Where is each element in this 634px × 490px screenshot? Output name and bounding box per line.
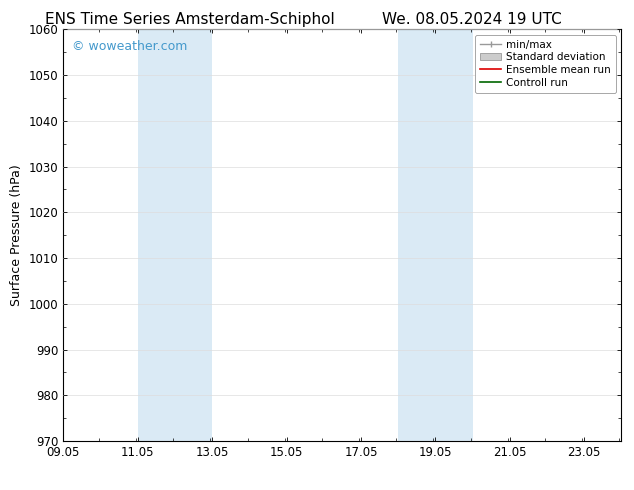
Bar [138,29,212,441]
Text: © woweather.com: © woweather.com [72,40,187,53]
Text: We. 08.05.2024 19 UTC: We. 08.05.2024 19 UTC [382,12,562,27]
Bar [398,29,472,441]
Text: ENS Time Series Amsterdam-Schiphol: ENS Time Series Amsterdam-Schiphol [45,12,335,27]
Y-axis label: Surface Pressure (hPa): Surface Pressure (hPa) [10,164,23,306]
Legend: min/max, Standard deviation, Ensemble mean run, Controll run: min/max, Standard deviation, Ensemble me… [475,35,616,93]
